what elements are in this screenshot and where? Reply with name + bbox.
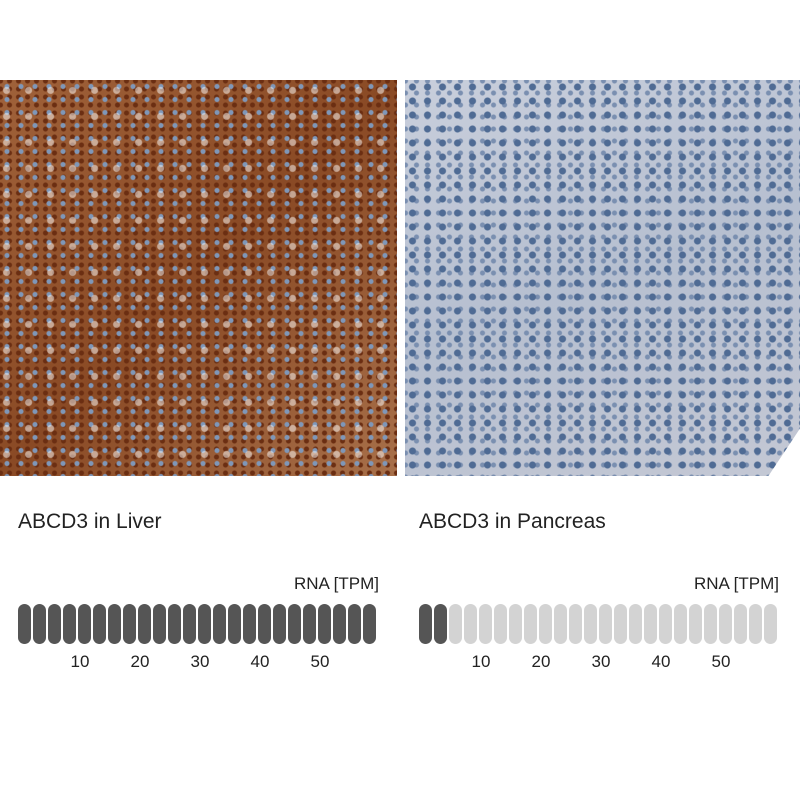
rna-bar-segment xyxy=(674,604,687,644)
rna-bar-segment xyxy=(494,604,507,644)
rna-bar-segment xyxy=(569,604,582,644)
tick-label: 40 xyxy=(651,652,671,671)
rna-bar-segment xyxy=(479,604,492,644)
rna-bar-segment xyxy=(93,604,106,644)
rna-bar-segment xyxy=(449,604,462,644)
rna-bar-segment xyxy=(704,604,717,644)
tick-label: 40 xyxy=(250,652,270,671)
rna-bar-segment xyxy=(48,604,61,644)
rna-bar-segment xyxy=(719,604,732,644)
rna-bar-segment xyxy=(419,604,432,644)
rna-bar-segment xyxy=(33,604,46,644)
pancreas-unit-label: RNA [TPM] xyxy=(693,574,779,593)
pancreas-tissue-image xyxy=(405,80,800,476)
rna-bar-segment xyxy=(213,604,226,644)
rna-bar-segment xyxy=(764,604,777,644)
liver-tissue-image xyxy=(0,80,397,476)
tick-label: 20 xyxy=(130,652,150,671)
tick-label: 50 xyxy=(711,652,731,671)
rna-bar-segment xyxy=(138,604,151,644)
rna-bar-segment xyxy=(183,604,196,644)
rna-bar-segment xyxy=(318,604,331,644)
rna-bar-segment xyxy=(18,604,31,644)
rna-bar-segment xyxy=(273,604,286,644)
tick-label: 10 xyxy=(471,652,491,671)
rna-bar-segment xyxy=(228,604,241,644)
rna-bar-segment xyxy=(198,604,211,644)
rna-bar-segment xyxy=(629,604,642,644)
rna-bar-segment xyxy=(108,604,121,644)
rna-bar-segment xyxy=(258,604,271,644)
rna-bar-segment xyxy=(78,604,91,644)
rna-bar-segment xyxy=(434,604,447,644)
rna-bar-segment xyxy=(153,604,166,644)
rna-bar-segment xyxy=(749,604,762,644)
rna-bar-segment xyxy=(348,604,361,644)
rna-bar-segment xyxy=(554,604,567,644)
liver-unit-label: RNA [TPM] xyxy=(293,574,379,593)
rna-bar-segment xyxy=(644,604,657,644)
rna-bar-segment xyxy=(659,604,672,644)
rna-bar-segment xyxy=(363,604,376,644)
rna-bar-segment xyxy=(63,604,76,644)
rna-bar-segment xyxy=(524,604,537,644)
tick-label: 50 xyxy=(310,652,330,671)
rna-bar-segment xyxy=(539,604,552,644)
rna-bar-segment xyxy=(614,604,627,644)
tick-label: 20 xyxy=(531,652,551,671)
rna-bar-segment xyxy=(333,604,346,644)
rna-bar-segment xyxy=(168,604,181,644)
rna-bar-segment xyxy=(509,604,522,644)
rna-bar-segment xyxy=(734,604,747,644)
liver-rna-bar xyxy=(18,604,376,644)
liver-title: ABCD3 in Liver xyxy=(18,510,162,533)
rna-bar-segment xyxy=(288,604,301,644)
rna-bar-segment xyxy=(303,604,316,644)
rna-bar-segment xyxy=(243,604,256,644)
rna-bar-segment xyxy=(464,604,477,644)
tick-label: 30 xyxy=(591,652,611,671)
pancreas-rna-bar xyxy=(419,604,777,644)
tick-label: 30 xyxy=(190,652,210,671)
tick-label: 10 xyxy=(70,652,90,671)
rna-bar-segment xyxy=(689,604,702,644)
rna-bar-segment xyxy=(123,604,136,644)
pancreas-title: ABCD3 in Pancreas xyxy=(419,510,606,533)
rna-bar-segment xyxy=(599,604,612,644)
rna-bar-segment xyxy=(584,604,597,644)
